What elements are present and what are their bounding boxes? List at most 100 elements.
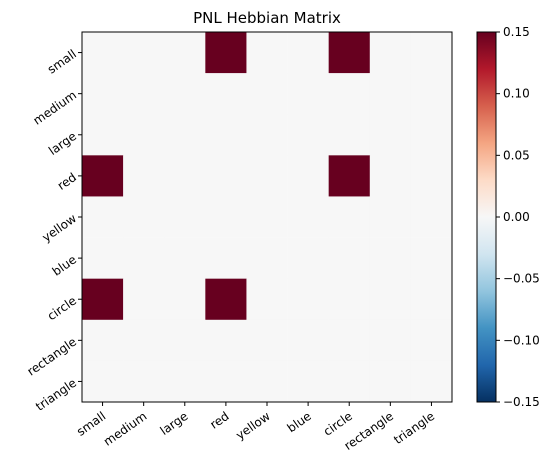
heatmap-cell-blue-large (164, 237, 206, 279)
heatmap-cell-red-small (82, 155, 124, 197)
x-tick-label: triangle (391, 409, 437, 447)
heatmap-cell-large-rectangle (369, 114, 412, 156)
heatmap-cell-triangle-large (164, 360, 206, 403)
heatmap-cell-rectangle-small (82, 319, 124, 362)
heatmap-cell-triangle-blue (287, 360, 329, 403)
colorbar-tick-label: 0.00 (503, 210, 530, 224)
heatmap-cell-large-large (164, 114, 206, 156)
heatmap-cell-small-red (205, 32, 247, 74)
heatmap-cell-triangle-small (82, 360, 124, 403)
heatmap-cell-triangle-medium (123, 360, 165, 403)
heatmap-cell-red-blue (287, 155, 329, 197)
colorbar-tick-label: 0.10 (503, 87, 530, 101)
heatmap-cell-small-rectangle (369, 32, 412, 74)
heatmap-cell-small-circle (328, 32, 371, 74)
y-tick-label: yellow (40, 211, 80, 245)
heatmap-cell-yellow-small (82, 196, 124, 238)
heatmap-cell-circle-red (205, 278, 247, 321)
heatmap-cell-medium-large (164, 73, 206, 115)
heatmap-cell-blue-red (205, 237, 247, 279)
heatmap-cell-small-large (164, 32, 206, 74)
heatmap-cell-small-triangle (410, 32, 453, 74)
heatmap-cell-red-yellow (246, 155, 288, 197)
x-tick-label: medium (101, 409, 149, 449)
heatmap-cell-yellow-red (205, 196, 247, 238)
heatmap-cell-yellow-medium (123, 196, 165, 238)
colorbar-tick-label: −0.15 (503, 395, 540, 409)
heatmap-cell-medium-small (82, 73, 124, 115)
x-tick-label: red (207, 409, 231, 432)
colorbar-tick-label: 0.05 (503, 148, 530, 162)
y-tick-label: triangle (33, 376, 79, 414)
heatmap-cell-yellow-blue (287, 196, 329, 238)
y-tick-label: circle (45, 293, 79, 323)
heatmap-cell-medium-triangle (410, 73, 453, 115)
heatmap-cell-circle-blue (287, 278, 329, 321)
y-tick-label: red (55, 170, 79, 193)
heatmap-cell-large-medium (123, 114, 165, 156)
heatmap-cell-blue-blue (287, 237, 329, 279)
heatmap-cell-red-large (164, 155, 206, 197)
colorbar-tick-label: 0.15 (503, 25, 530, 39)
y-tick-label: blue (50, 252, 79, 278)
heatmap-cell-triangle-triangle (410, 360, 453, 403)
heatmap-cell-triangle-yellow (246, 360, 288, 403)
y-tick-label: rectangle (25, 335, 79, 379)
colorbar-tick-label: −0.05 (503, 272, 540, 286)
heatmap-cell-triangle-red (205, 360, 247, 403)
colorbar-gradient (476, 31, 497, 403)
heatmap-cell-red-triangle (410, 155, 453, 197)
heatmap-cell-small-yellow (246, 32, 288, 74)
heatmap-cell-large-circle (328, 114, 371, 156)
heatmap-cell-rectangle-yellow (246, 319, 288, 362)
heatmap-cell-circle-yellow (246, 278, 288, 321)
heatmap-cell-small-small (82, 32, 124, 74)
heatmap-cell-rectangle-medium (123, 319, 165, 362)
heatmap-cell-circle-circle (328, 278, 371, 321)
heatmap-cell-rectangle-rectangle (369, 319, 412, 362)
heatmap-cell-large-small (82, 114, 124, 156)
heatmap-cell-circle-rectangle (369, 278, 412, 321)
colorbar-tick-label: −0.10 (503, 333, 540, 347)
heatmap-cell-yellow-large (164, 196, 206, 238)
heatmap-cell-rectangle-red (205, 319, 247, 362)
heatmap-cell-blue-triangle (410, 237, 453, 279)
x-tick-label: small (74, 409, 108, 439)
heatmap-cell-rectangle-circle (328, 319, 371, 362)
heatmap-cell-large-triangle (410, 114, 453, 156)
colorbar: 0.15 0.10 0.05 0.00 −0.05 −0.10 −0.15 (476, 25, 540, 409)
heatmap-cell-medium-rectangle (369, 73, 412, 115)
heatmap-cell-large-red (205, 114, 247, 156)
heatmap-cell-blue-small (82, 237, 124, 279)
heatmap-cell-red-circle (328, 155, 371, 197)
y-tick-label: medium (31, 88, 79, 128)
heatmap-cell-large-blue (287, 114, 329, 156)
heatmap-cell-rectangle-large (164, 319, 206, 362)
heatmap-cell-rectangle-blue (287, 319, 329, 362)
heatmap-cell-circle-medium (123, 278, 165, 321)
x-tick-label: circle (321, 409, 355, 439)
x-tick-label: yellow (233, 409, 273, 443)
heatmap-cell-circle-large (164, 278, 206, 321)
x-tick-label: large (158, 409, 191, 438)
heatmap-cell-blue-circle (328, 237, 371, 279)
heatmap-cell-medium-blue (287, 73, 329, 115)
heatmap-cell-medium-yellow (246, 73, 288, 115)
y-tick-label: small (45, 47, 79, 77)
heatmap-cell-rectangle-triangle (410, 319, 453, 362)
heatmap-cell-medium-medium (123, 73, 165, 115)
heatmap-cell-yellow-yellow (246, 196, 288, 238)
heatmap-cell-red-medium (123, 155, 165, 197)
heatmap-cell-yellow-rectangle (369, 196, 412, 238)
heatmap-cell-triangle-rectangle (369, 360, 412, 403)
heatmap-cell-blue-rectangle (369, 237, 412, 279)
heatmap-cell-red-rectangle (369, 155, 412, 197)
heatmap-cell-triangle-circle (328, 360, 371, 403)
heatmap-cell-blue-medium (123, 237, 165, 279)
chart-title: PNL Hebbian Matrix (193, 9, 341, 27)
heatmap-cell-yellow-triangle (410, 196, 453, 238)
heatmap-cell-large-yellow (246, 114, 288, 156)
y-tick-label: large (46, 129, 79, 158)
heatmap-cell-yellow-circle (328, 196, 371, 238)
